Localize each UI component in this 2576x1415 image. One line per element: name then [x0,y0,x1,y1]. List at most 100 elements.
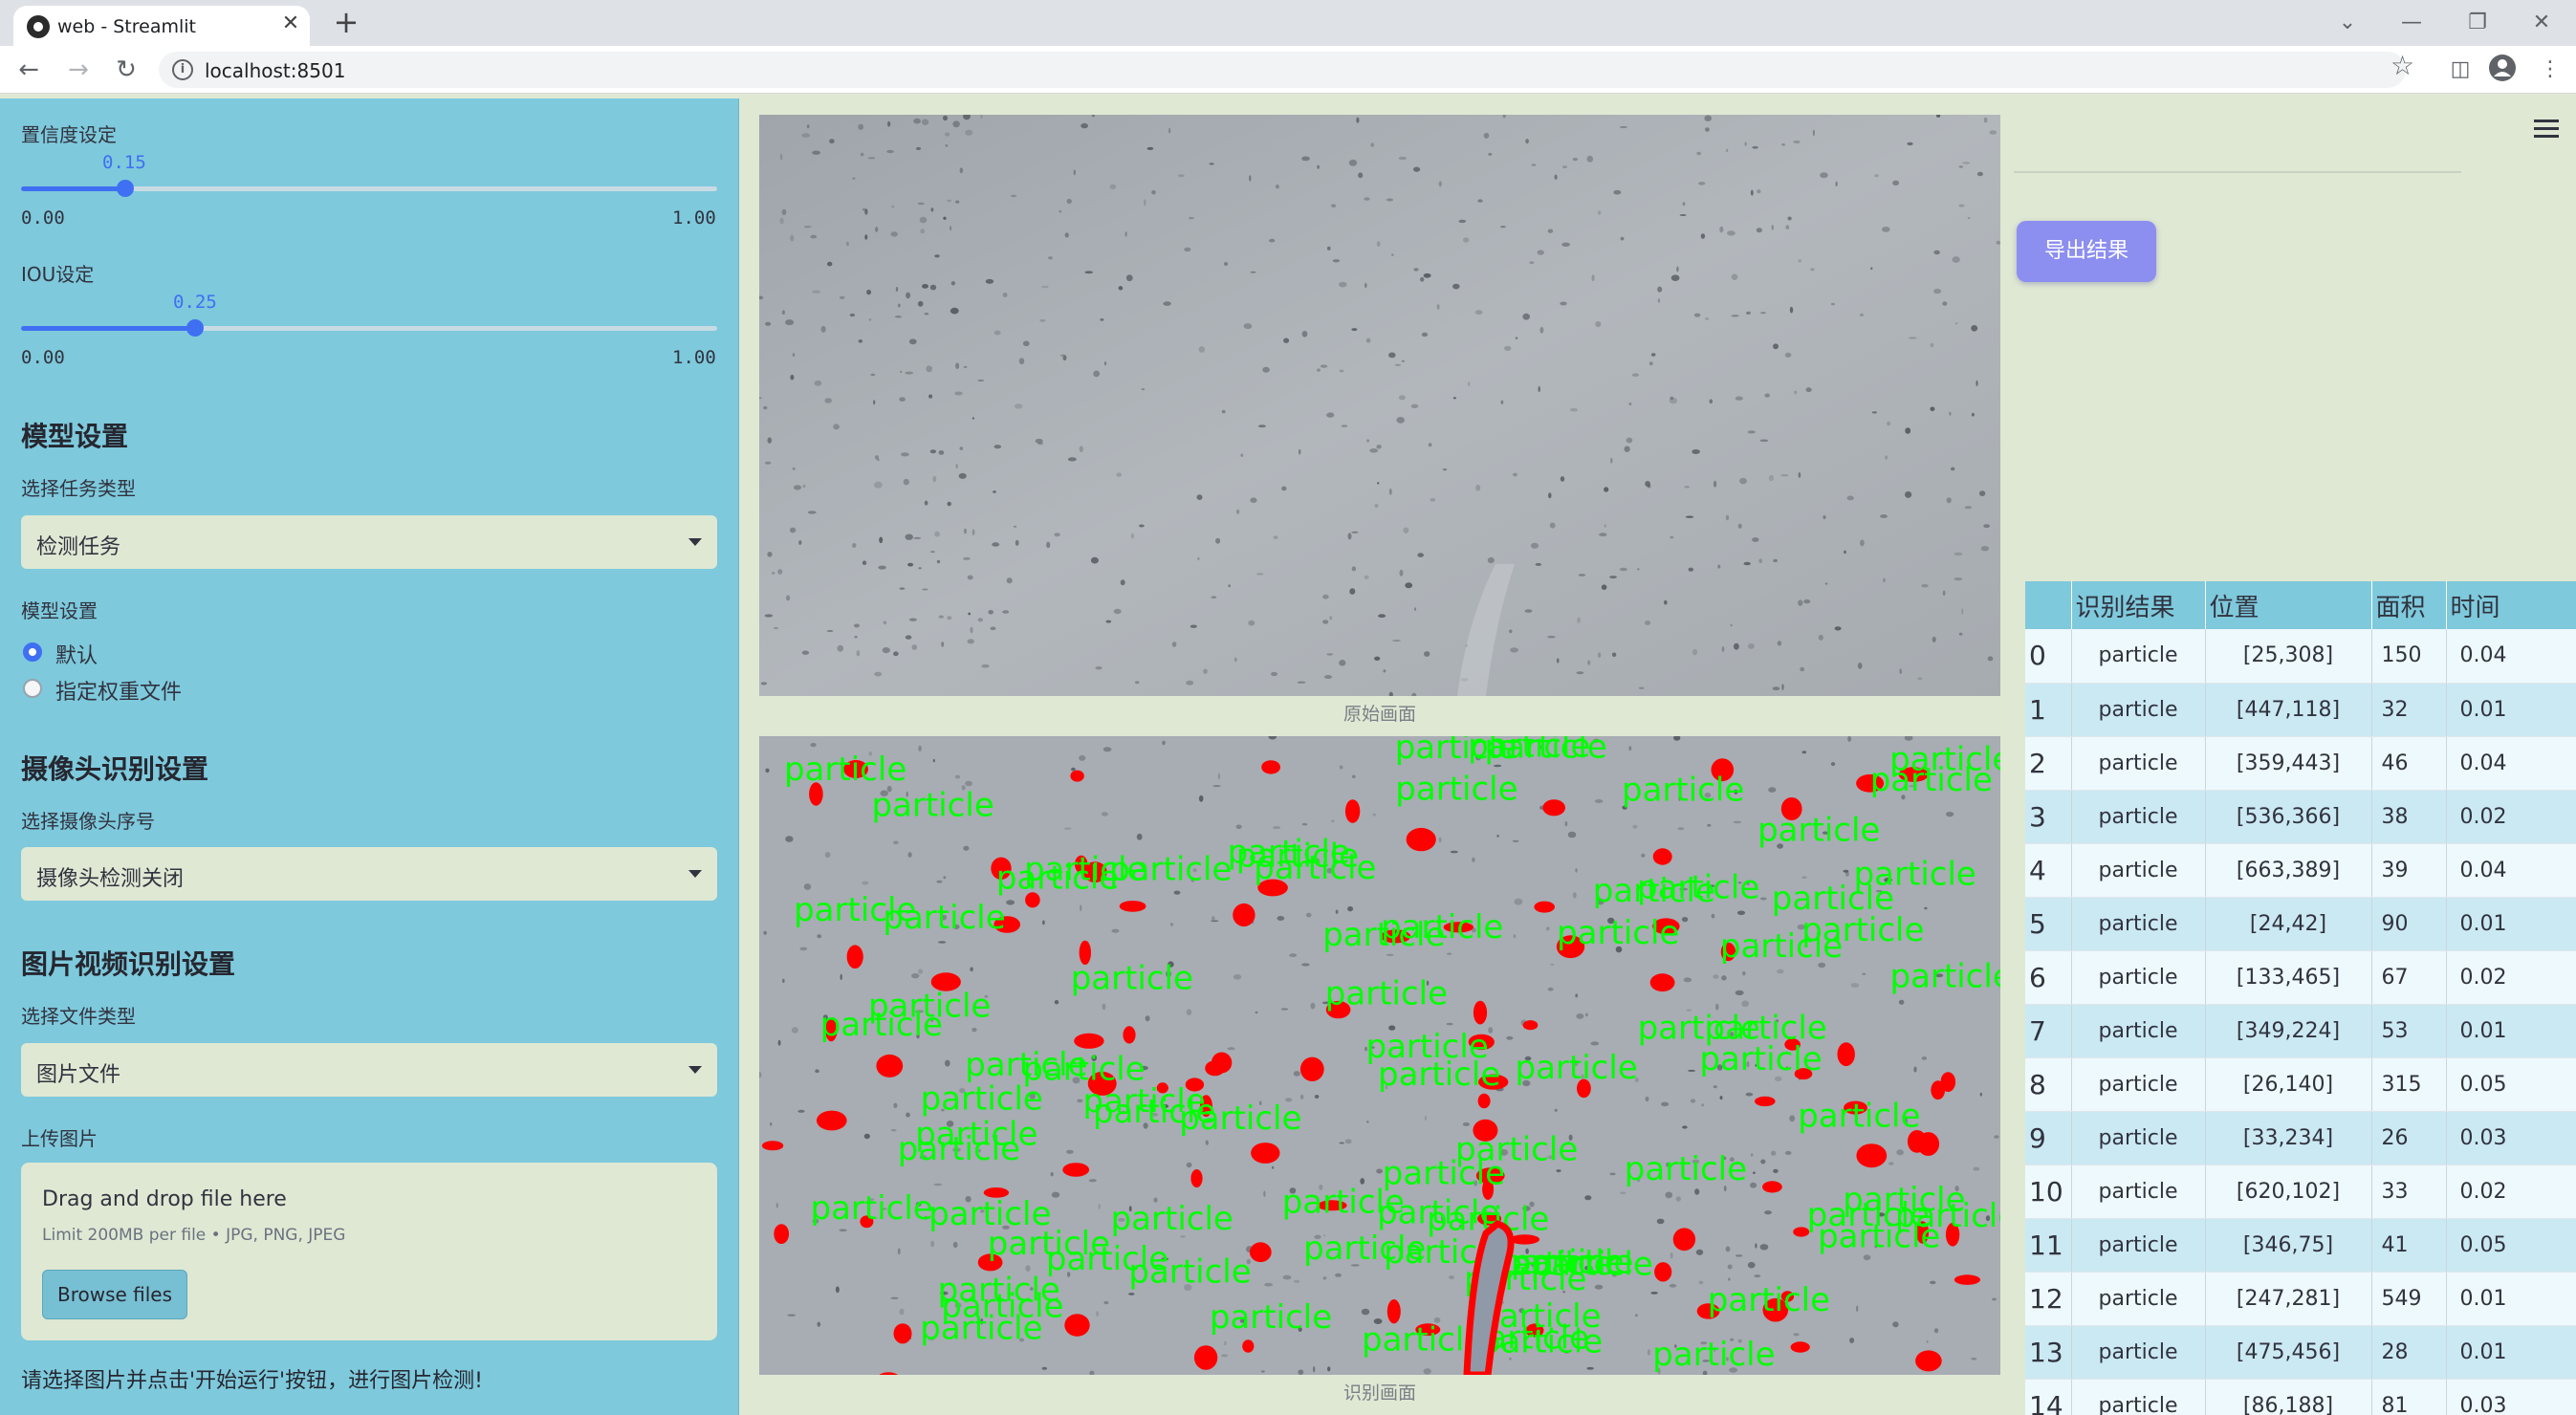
table-row[interactable]: 10 particle [620,102] 33 0.02 [2025,1165,2576,1219]
column-header-area[interactable]: 面积 [2371,581,2447,629]
reload-icon[interactable]: ↻ [116,55,137,84]
restore-icon[interactable]: ❐ [2468,11,2487,34]
row-area: 41 [2371,1218,2447,1273]
detection-mark [1534,901,1555,913]
concrete-speck [952,1241,958,1249]
table-row[interactable]: 11 particle [346,75] 41 0.05 [2025,1218,2576,1273]
concrete-speck [827,261,833,267]
concrete-speck [1475,484,1481,491]
detection-label: particle [1111,1200,1233,1238]
browser-tab[interactable]: web - Streamlit ✕ [13,6,310,46]
table-row[interactable]: 5 particle [24,42] 90 0.01 [2025,897,2576,951]
concrete-speck [1120,1110,1127,1115]
concrete-speck [1441,1215,1444,1222]
hamburger-menu-icon[interactable] [2534,120,2559,139]
table-row[interactable]: 14 particle [86,188] 81 0.03 [2025,1379,2576,1415]
table-row[interactable]: 3 particle [536,366] 38 0.02 [2025,790,2576,844]
close-tab-icon[interactable]: ✕ [281,11,300,35]
table-row[interactable]: 1 particle [447,118] 32 0.01 [2025,683,2576,737]
export-results-button[interactable]: 导出结果 [2017,221,2156,282]
table-row[interactable]: 0 particle [25,308] 150 0.04 [2025,629,2576,684]
iou-slider-thumb[interactable] [186,319,204,337]
confidence-slider[interactable] [21,180,717,197]
detection-mark [983,1187,1010,1198]
concrete-speck [1344,1139,1352,1144]
address-bar[interactable]: i localhost:8501 [159,52,2406,88]
row-time: 0.01 [2446,1272,2576,1326]
concrete-speck [873,400,876,405]
browse-files-button[interactable]: Browse files [42,1270,187,1319]
radio-default[interactable] [23,642,42,662]
radio-custom-weights[interactable] [23,679,42,698]
detection-mark [977,1253,1003,1272]
detection-mark [774,1224,790,1244]
detection-label: particle [1699,1040,1822,1078]
task-type-select[interactable]: 检测任务 [21,515,717,569]
concrete-speck [1812,129,1815,137]
iou-slider[interactable] [21,319,717,337]
concrete-speck [1569,407,1579,412]
camera-index-select[interactable]: 摄像头检测关闭 [21,847,717,901]
back-icon[interactable]: ← [18,55,39,84]
tab-search-icon[interactable]: ⌄ [2338,11,2357,34]
table-row[interactable]: 4 particle [663,389] 39 0.04 [2025,843,2576,898]
row-index: 11 [2025,1218,2072,1273]
detection-label: particle [1254,849,1376,887]
concrete-speck [1369,448,1379,453]
concrete-speck [1458,219,1467,224]
concrete-speck [941,1108,945,1112]
confidence-slider-thumb[interactable] [117,180,134,197]
concrete-speck [1066,1272,1071,1277]
forward-icon[interactable]: → [68,55,89,84]
table-row[interactable]: 8 particle [26,140] 315 0.05 [2025,1057,2576,1112]
side-panel-icon[interactable]: ◫ [2450,57,2471,81]
concrete-speck [965,1196,971,1203]
file-dropzone[interactable]: Drag and drop file here Limit 200MB per … [21,1163,717,1340]
detection-mark [1780,1291,1795,1302]
table-row[interactable]: 12 particle [247,281] 549 0.01 [2025,1272,2576,1326]
concrete-speck [1725,514,1730,521]
column-header-index[interactable] [2025,581,2072,629]
table-row[interactable]: 13 particle [475,456] 28 0.01 [2025,1325,2576,1380]
concrete-speck [1125,274,1133,282]
row-result: particle [2071,1004,2206,1058]
column-header-result[interactable]: 识别结果 [2071,581,2206,629]
browser-menu-icon[interactable]: ⋮ [2540,57,2561,81]
new-tab-icon[interactable]: + [333,4,360,40]
confidence-max: 1.00 [672,207,716,229]
concrete-speck [1102,1003,1106,1011]
file-type-select[interactable]: 图片文件 [21,1043,717,1097]
concrete-speck [799,947,808,951]
concrete-speck [1673,736,1681,741]
concrete-speck [1768,474,1774,482]
concrete-speck [765,461,772,465]
concrete-speck [852,177,856,180]
concrete-speck [1351,774,1356,778]
concrete-speck [1670,396,1674,401]
site-info-icon[interactable]: i [172,59,193,80]
concrete-speck [1170,923,1173,926]
concrete-speck [1849,1338,1855,1343]
table-row[interactable]: 9 particle [33,234] 26 0.03 [2025,1111,2576,1165]
concrete-speck [1645,1096,1649,1102]
concrete-speck [1496,835,1499,838]
minimize-icon[interactable]: — [2401,11,2422,34]
profile-avatar-icon[interactable] [2486,54,2519,86]
column-header-time[interactable]: 时间 [2446,581,2576,629]
row-time: 0.04 [2446,629,2576,684]
concrete-speck [1313,1365,1316,1373]
concrete-speck [1525,1248,1529,1254]
concrete-speck [1590,1041,1600,1046]
window-close-icon[interactable]: ✕ [2532,11,2551,34]
column-header-position[interactable]: 位置 [2205,581,2372,629]
bookmark-star-icon[interactable]: ☆ [2390,50,2415,81]
concrete-speck [1609,1172,1616,1176]
concrete-speck [938,941,947,944]
table-row[interactable]: 2 particle [359,443] 46 0.04 [2025,736,2576,791]
detection-label: particle [1071,960,1193,998]
table-row[interactable]: 7 particle [349,224] 53 0.01 [2025,1004,2576,1058]
concrete-speck [1777,969,1784,974]
table-row[interactable]: 6 particle [133,465] 67 0.02 [2025,950,2576,1005]
concrete-speck [1634,1314,1638,1317]
concrete-speck [1875,889,1883,893]
